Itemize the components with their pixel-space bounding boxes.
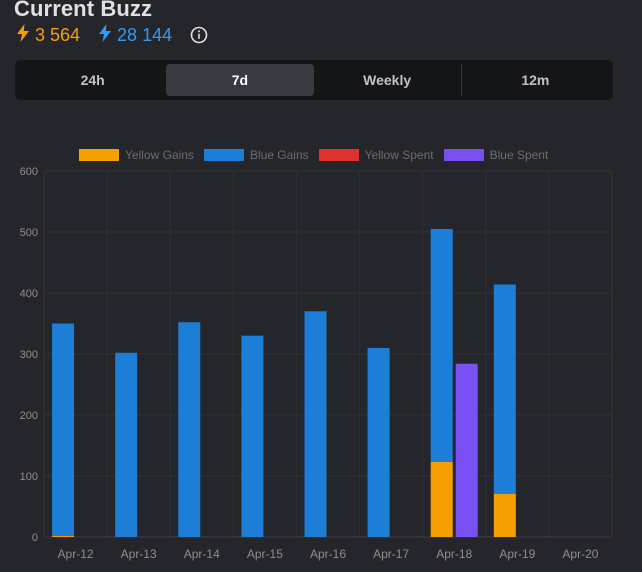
bar xyxy=(304,311,327,537)
legend-label: Blue Gains xyxy=(249,148,309,162)
bar xyxy=(241,335,264,537)
chart-legend: Yellow Gains Blue Gains Yellow Spent Blue S… xyxy=(79,148,558,162)
x-tick-label: Apr-18 xyxy=(436,547,472,561)
bar xyxy=(115,352,138,537)
tab-24h[interactable]: 24h xyxy=(80,72,105,88)
x-tick-label: Apr-14 xyxy=(184,547,220,561)
time-range-tabs: 24h 7d Weekly 12m xyxy=(15,60,613,100)
legend-swatch xyxy=(318,149,359,161)
legend-item[interactable]: Yellow Spent xyxy=(318,148,434,162)
tab-7d[interactable]: 7d xyxy=(166,64,314,96)
y-tick-label: 100 xyxy=(20,471,38,483)
y-tick-label: 300 xyxy=(20,349,38,361)
y-tick-label: 600 xyxy=(20,166,38,178)
y-tick-label: 0 xyxy=(32,532,38,544)
y-tick-label: 200 xyxy=(20,410,38,422)
tab-divider xyxy=(460,64,462,96)
bar xyxy=(493,493,516,537)
lightning-icon xyxy=(16,23,35,47)
legend-swatch xyxy=(203,149,244,161)
legend-item[interactable]: Blue Gains xyxy=(203,148,309,162)
x-tick-label: Apr-19 xyxy=(499,547,535,561)
x-tick-label: Apr-20 xyxy=(562,547,598,561)
bar xyxy=(493,284,516,494)
legend-label: Yellow Spent xyxy=(364,148,434,162)
yellow-buzz-balance: 3 564 xyxy=(16,23,81,47)
blue-buzz-amount: 28 144 xyxy=(117,24,173,45)
yellow-buzz-amount: 3 564 xyxy=(35,24,81,45)
legend-item[interactable]: Blue Spent xyxy=(443,148,549,162)
y-tick-label: 500 xyxy=(20,227,38,239)
x-tick-label: Apr-16 xyxy=(310,547,346,561)
buzz-chart: Yellow Gains Blue Gains Yellow Spent Blue S… xyxy=(0,140,642,572)
blue-buzz-balance: 28 144 xyxy=(98,23,173,47)
bar xyxy=(430,228,453,462)
info-icon[interactable] xyxy=(190,26,208,44)
buzz-balances: 3 564 28 144 xyxy=(16,23,208,47)
x-tick-label: Apr-13 xyxy=(121,547,157,561)
bar xyxy=(367,347,390,537)
tab-weekly[interactable]: Weekly xyxy=(363,72,412,88)
x-tick-label: Apr-12 xyxy=(58,547,94,561)
page-title: Current Buzz xyxy=(14,0,153,21)
legend-label: Yellow Gains xyxy=(125,148,194,162)
lightning-icon xyxy=(98,23,117,47)
bar xyxy=(455,363,478,537)
bar xyxy=(52,323,75,536)
bar xyxy=(430,461,453,537)
bar xyxy=(178,322,201,537)
legend-swatch xyxy=(443,149,484,161)
y-tick-label: 400 xyxy=(20,288,38,300)
x-tick-label: Apr-15 xyxy=(247,547,283,561)
tab-12m[interactable]: 12m xyxy=(521,72,550,88)
bar xyxy=(52,535,75,537)
legend-swatch xyxy=(79,149,119,161)
buzz-bar-chart: 0 100 200 300 400 500 600 Apr-12 Apr-13 Apr-14 Apr… xyxy=(20,166,613,561)
legend-label: Blue Spent xyxy=(489,148,549,162)
legend-item[interactable]: Yellow Gains xyxy=(79,148,194,162)
x-tick-label: Apr-17 xyxy=(373,547,409,561)
